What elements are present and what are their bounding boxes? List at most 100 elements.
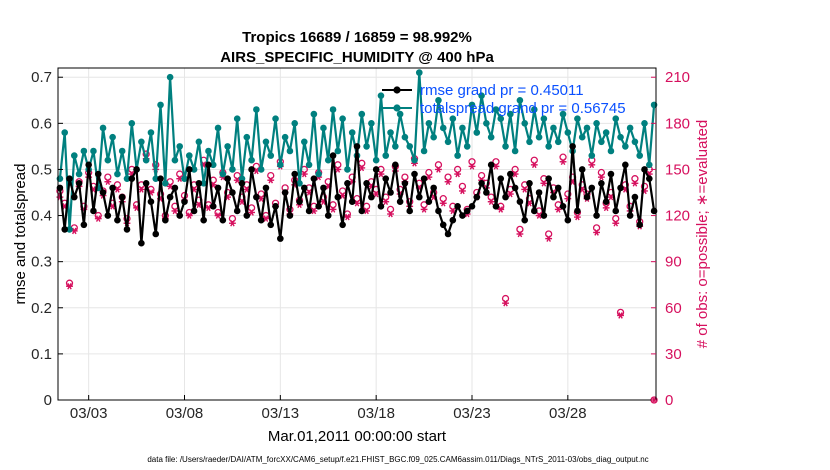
totalspread-point xyxy=(535,133,543,141)
totalspread-point xyxy=(166,73,174,81)
rmse-point xyxy=(248,166,255,173)
totalspread-point xyxy=(588,152,596,159)
totalspread-point xyxy=(157,101,164,109)
obs-possible-point xyxy=(597,168,606,177)
totalspread-point xyxy=(200,179,207,187)
obs-possible-point xyxy=(420,201,428,209)
rmse-point xyxy=(578,166,586,173)
y-right-tick-label: 180 xyxy=(665,115,690,132)
totalspread-point xyxy=(430,133,437,141)
totalspread-point xyxy=(324,156,332,164)
totalspread-point xyxy=(162,179,169,187)
obs-evaluated-point xyxy=(554,206,562,213)
obs-possible-point xyxy=(559,153,567,161)
obs-evaluated-point xyxy=(377,170,385,178)
totalspread-point xyxy=(598,138,605,146)
series-layer xyxy=(56,69,658,404)
totalspread-point xyxy=(516,96,524,104)
rmse-point xyxy=(530,207,538,215)
rmse-point xyxy=(262,184,270,192)
rmse-point xyxy=(411,170,418,178)
obs-evaluated-point xyxy=(530,161,538,169)
y-axis-right-label: # of obs: o=possible; ∗=evaluated xyxy=(694,120,711,349)
rmse-point xyxy=(277,235,284,242)
rmse-point xyxy=(598,179,605,187)
totalspread-point xyxy=(411,156,418,164)
totalspread-point xyxy=(626,124,634,132)
legend-spread-label: totalspread grand pr = 0.56745 xyxy=(420,100,626,117)
obs-evaluated-point xyxy=(545,235,553,242)
obs-evaluated-point xyxy=(444,178,452,186)
obs-evaluated-point xyxy=(300,170,308,178)
obs-possible-point xyxy=(640,182,649,191)
rmse-point xyxy=(281,189,289,196)
obs-possible-point xyxy=(439,194,447,203)
rmse-point xyxy=(473,193,481,201)
y-right-tick-label: 60 xyxy=(665,300,682,317)
obs-possible-point xyxy=(228,214,237,223)
totalspread-point xyxy=(224,143,231,150)
rmse-point xyxy=(540,212,548,219)
rmse-point xyxy=(310,175,318,182)
x-axis: 03/03 03/08 03/13 03/18 03/23 03/28 xyxy=(70,395,587,422)
obs-possible-point xyxy=(434,161,443,169)
y-left-tick-label: 0.4 xyxy=(31,208,52,225)
totalspread-point xyxy=(511,147,519,155)
obs-evaluated-point xyxy=(214,212,222,219)
obs-evaluated-point xyxy=(574,213,581,221)
totalspread-point xyxy=(70,152,78,159)
rmse-point xyxy=(320,184,327,192)
rmse-point xyxy=(229,189,236,196)
legend: rmse grand pr = 0.45011 totalspread gran… xyxy=(382,82,626,117)
obs-evaluated-point xyxy=(468,163,476,170)
rmse-point xyxy=(147,198,155,206)
rmse-point xyxy=(497,175,505,182)
rmse-point xyxy=(243,212,251,219)
totalspread-point xyxy=(607,147,615,155)
y-left-tick-label: 0.1 xyxy=(31,346,52,363)
totalspread-point xyxy=(109,133,116,141)
totalspread-point xyxy=(257,166,265,173)
obs-possible-point xyxy=(233,171,241,180)
rmse-point xyxy=(166,193,174,201)
totalspread-point xyxy=(554,138,562,146)
obs-possible-point xyxy=(113,181,122,189)
obs-evaluated-point xyxy=(104,178,112,186)
totalspread-point xyxy=(463,143,471,150)
obs-evaluated-point xyxy=(185,212,193,219)
totalspread-point xyxy=(219,170,227,178)
rmse-point xyxy=(315,203,322,210)
y-axis-left: 0 0.1 0.2 0.3 0.4 0.5 0.6 0.7 xyxy=(31,69,63,409)
totalspread-point xyxy=(425,120,433,127)
totalspread-point xyxy=(142,156,150,164)
rmse-point xyxy=(334,193,342,201)
totalspread-point xyxy=(114,170,121,178)
totalspread-point xyxy=(617,133,624,141)
totalspread-point xyxy=(300,138,308,146)
rmse-point xyxy=(214,184,222,192)
rmse-point xyxy=(468,203,476,210)
totalspread-point xyxy=(171,156,179,164)
rmse-point xyxy=(300,184,308,192)
rmse-point xyxy=(372,166,380,173)
rmse-point xyxy=(190,207,198,215)
obs-evaluated-point xyxy=(382,198,390,206)
rmse-point xyxy=(636,221,644,229)
rmse-point xyxy=(253,193,260,201)
obs-possible-point xyxy=(592,224,601,232)
rmse-point xyxy=(415,193,423,201)
totalspread-point xyxy=(138,138,145,146)
totalspread-point xyxy=(492,106,500,113)
rmse-point xyxy=(626,212,634,219)
obs-evaluated-point xyxy=(602,204,610,212)
rmse-point xyxy=(90,207,97,215)
rmse-point xyxy=(123,226,131,233)
totalspread-point xyxy=(329,106,337,113)
x-tick-label: 03/13 xyxy=(262,405,300,422)
rmse-point xyxy=(70,193,78,201)
totalspread-point xyxy=(487,133,495,141)
totalspread-point xyxy=(559,110,567,118)
rmse-point xyxy=(209,203,217,210)
totalspread-point xyxy=(90,147,97,155)
